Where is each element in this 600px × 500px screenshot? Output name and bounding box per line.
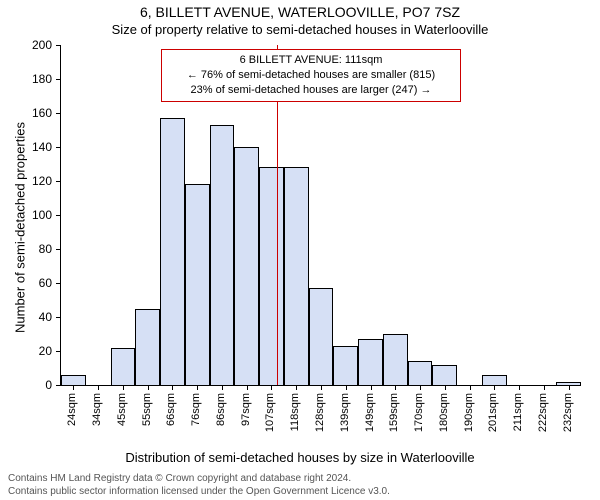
histogram-bar — [432, 365, 457, 385]
xtick-mark — [197, 385, 198, 390]
histogram-bar — [309, 288, 334, 385]
annotation-line3: 23% of semi-detached houses are larger (… — [168, 83, 454, 98]
ytick-label: 20 — [12, 344, 52, 358]
ytick-label: 100 — [12, 208, 52, 222]
xtick-mark — [321, 385, 322, 390]
xtick-mark — [296, 385, 297, 390]
ytick-mark — [56, 181, 61, 182]
ytick-label: 160 — [12, 106, 52, 120]
histogram-bar — [111, 348, 136, 385]
ytick-mark — [56, 147, 61, 148]
plot-area: 6 BILLETT AVENUE: 111sqm← 76% of semi-de… — [60, 45, 581, 386]
xtick-label: 190sqm — [463, 393, 475, 432]
ytick-label: 200 — [12, 38, 52, 52]
ytick-mark — [56, 113, 61, 114]
ytick-label: 0 — [12, 378, 52, 392]
footer-attribution: Contains HM Land Registry data © Crown c… — [8, 473, 390, 498]
xtick-label: 55sqm — [141, 393, 153, 426]
ytick-mark — [56, 317, 61, 318]
annotation-box: 6 BILLETT AVENUE: 111sqm← 76% of semi-de… — [161, 49, 461, 102]
xtick-label: 34sqm — [91, 393, 103, 426]
xtick-label: 149sqm — [364, 393, 376, 432]
histogram-bar — [185, 184, 210, 385]
histogram-bar — [333, 346, 358, 385]
xtick-mark — [519, 385, 520, 390]
xtick-label: 24sqm — [66, 393, 78, 426]
histogram-bar — [234, 147, 259, 385]
xtick-mark — [247, 385, 248, 390]
xtick-label: 128sqm — [314, 393, 326, 432]
xtick-mark — [148, 385, 149, 390]
xtick-label: 86sqm — [215, 393, 227, 426]
ytick-label: 140 — [12, 140, 52, 154]
annotation-line2: ← 76% of semi-detached houses are smalle… — [168, 68, 454, 83]
histogram-bar — [135, 309, 160, 386]
histogram-bar — [383, 334, 408, 385]
footer-line2: Contains public sector information licen… — [8, 486, 390, 499]
xtick-mark — [395, 385, 396, 390]
xtick-label: 232sqm — [562, 393, 574, 432]
xtick-label: 159sqm — [388, 393, 400, 432]
histogram-bar — [210, 125, 235, 385]
ytick-mark — [56, 249, 61, 250]
xtick-mark — [172, 385, 173, 390]
xtick-mark — [494, 385, 495, 390]
ytick-label: 60 — [12, 276, 52, 290]
annotation-line1: 6 BILLETT AVENUE: 111sqm — [168, 53, 454, 68]
xtick-mark — [271, 385, 272, 390]
histogram-bar — [61, 375, 86, 385]
xtick-label: 139sqm — [339, 393, 351, 432]
xtick-label: 76sqm — [190, 393, 202, 426]
xtick-mark — [73, 385, 74, 390]
histogram-bar — [482, 375, 507, 385]
xtick-mark — [544, 385, 545, 390]
chart-title-line1: 6, BILLETT AVENUE, WATERLOOVILLE, PO7 7S… — [0, 4, 600, 20]
xtick-label: 170sqm — [413, 393, 425, 432]
xtick-label: 45sqm — [116, 393, 128, 426]
chart-title-line2: Size of property relative to semi-detach… — [0, 22, 600, 37]
ytick-mark — [56, 283, 61, 284]
ytick-label: 80 — [12, 242, 52, 256]
ytick-label: 180 — [12, 72, 52, 86]
ytick-mark — [56, 385, 61, 386]
chart-container: 6, BILLETT AVENUE, WATERLOOVILLE, PO7 7S… — [0, 0, 600, 500]
xtick-label: 107sqm — [264, 393, 276, 432]
xtick-mark — [123, 385, 124, 390]
xtick-mark — [98, 385, 99, 390]
footer-line1: Contains HM Land Registry data © Crown c… — [8, 473, 390, 486]
xtick-mark — [569, 385, 570, 390]
ytick-label: 40 — [12, 310, 52, 324]
histogram-bar — [358, 339, 383, 385]
xtick-mark — [420, 385, 421, 390]
xtick-label: 222sqm — [537, 393, 549, 432]
x-axis-label: Distribution of semi-detached houses by … — [0, 450, 600, 465]
xtick-mark — [470, 385, 471, 390]
ytick-label: 120 — [12, 174, 52, 188]
ytick-mark — [56, 45, 61, 46]
histogram-bar — [259, 167, 284, 385]
ytick-mark — [56, 215, 61, 216]
xtick-label: 97sqm — [240, 393, 252, 426]
histogram-bar — [408, 361, 433, 385]
xtick-label: 118sqm — [289, 393, 301, 431]
xtick-label: 180sqm — [438, 393, 450, 432]
xtick-label: 66sqm — [165, 393, 177, 426]
ytick-mark — [56, 79, 61, 80]
xtick-label: 211sqm — [512, 393, 524, 431]
xtick-mark — [445, 385, 446, 390]
histogram-bar — [160, 118, 185, 385]
ytick-mark — [56, 351, 61, 352]
xtick-mark — [222, 385, 223, 390]
xtick-mark — [346, 385, 347, 390]
xtick-label: 201sqm — [487, 393, 499, 432]
histogram-bar — [284, 167, 309, 385]
xtick-mark — [371, 385, 372, 390]
